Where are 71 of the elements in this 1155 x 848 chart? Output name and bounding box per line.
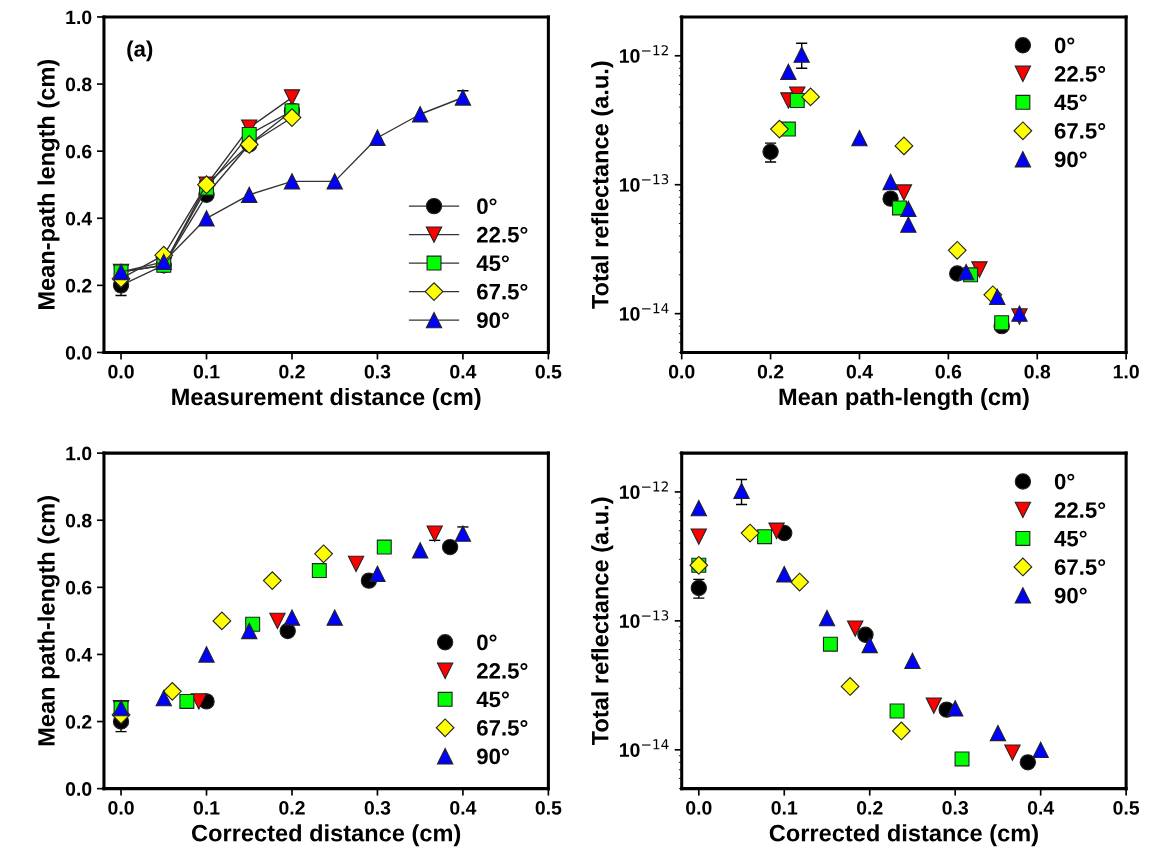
legend-label: 45° <box>476 255 509 272</box>
legend-label: 22.5° <box>1054 66 1106 82</box>
y-tick-label: 0.6 <box>65 580 92 595</box>
y-tick-label: 0.8 <box>65 77 92 92</box>
x-tick-label: 0.1 <box>771 800 798 815</box>
legend-label: 45° <box>1054 94 1087 111</box>
x-tick-label: 0.0 <box>108 364 134 379</box>
x-tick-label: 0.4 <box>450 364 477 379</box>
x-tick-label: 0.3 <box>364 364 391 379</box>
x-tick-label: 0.0 <box>668 364 695 379</box>
legend-label: 90° <box>477 312 509 329</box>
legend-label: 67.5° <box>1054 559 1106 575</box>
y-tick-label: 0.0 <box>65 782 92 796</box>
y-tick-label: 0.6 <box>65 144 92 159</box>
y-tick-label: 10$^{−12}$ <box>619 45 668 63</box>
x-tick-label: 0.2 <box>856 800 883 815</box>
x-tick-label: 0.3 <box>364 800 391 815</box>
y-axis-title: Total reflectance (a.u.) <box>591 61 614 309</box>
y-tick-label: 0.2 <box>65 278 92 293</box>
x-axis-title: Measurement distance (cm) <box>172 387 481 410</box>
y-tick-label: 1.0 <box>66 10 92 25</box>
x-tick-label: 0.5 <box>535 800 562 815</box>
legend-label: 0° <box>477 634 497 651</box>
x-tick-label: 0.0 <box>108 800 134 815</box>
x-tick-label: 0.5 <box>1113 800 1140 815</box>
x-tick-label: 0.4 <box>1027 800 1055 815</box>
x-tick-label: 1.0 <box>1113 364 1139 379</box>
y-tick-label: 10$^{−12}$ <box>619 481 668 500</box>
x-tick-label: 0.0 <box>686 800 712 815</box>
y-tick-label: 0.8 <box>65 513 92 528</box>
legend-label: 67.5° <box>477 720 528 736</box>
x-tick-label: 0.5 <box>535 364 562 379</box>
y-tick-label: 0.0 <box>65 345 92 360</box>
y-tick-label: 1.0 <box>66 446 92 461</box>
y-tick-label: 10$^{−14}$ <box>619 739 669 757</box>
x-tick-label: 0.2 <box>279 800 305 815</box>
x-tick-label: 0.4 <box>450 800 477 815</box>
y-axis-title: Total reflectance (a.u.) <box>591 497 614 746</box>
legend-label: 0° <box>1054 37 1075 54</box>
x-tick-label: 0.3 <box>942 800 969 815</box>
legend-label: 22.5° <box>1054 502 1106 518</box>
x-tick-label: 0.1 <box>193 364 220 379</box>
legend-label: 22.5° <box>477 663 528 679</box>
x-axis-title: Corrected distance (cm) <box>769 824 1038 847</box>
y-tick-label: 0.4 <box>65 647 93 662</box>
legend-label: 45° <box>1054 530 1087 547</box>
legend-label: 67.5° <box>1054 123 1106 139</box>
x-tick-label: 0.6 <box>935 364 962 379</box>
x-tick-label: 0.8 <box>1024 364 1051 379</box>
legend-label: 90° <box>1054 587 1087 604</box>
y-tick-label: 0.2 <box>65 715 92 729</box>
y-tick-label: 0.4 <box>65 211 93 226</box>
y-tick-label: 10$^{−13}$ <box>619 174 669 192</box>
x-tick-label: 0.2 <box>757 364 784 379</box>
y-tick-label: 10$^{−13}$ <box>619 610 669 628</box>
legend-label: 0° <box>1054 473 1075 490</box>
x-tick-label: 0.2 <box>279 364 305 379</box>
x-axis-title: Mean path-length (cm) <box>779 387 1029 411</box>
annotation: (a) <box>127 40 153 62</box>
x-tick-label: 0.1 <box>193 800 220 815</box>
x-axis-title: Corrected distance (cm) <box>191 824 461 847</box>
x-tick-label: 0.4 <box>846 364 873 379</box>
y-tick-label: 10$^{−14}$ <box>619 303 669 321</box>
y-axis-title: Mean path-length (cm) <box>37 496 60 746</box>
legend-label: 90° <box>1054 151 1087 168</box>
legend-label: 90° <box>477 748 509 765</box>
legend-label: 67.5° <box>477 283 528 300</box>
legend-label: 22.5° <box>477 226 528 243</box>
legend-label: 0° <box>477 198 497 215</box>
y-axis-title: Mean-path length (cm) <box>37 59 60 310</box>
legend-label: 45° <box>476 691 509 708</box>
